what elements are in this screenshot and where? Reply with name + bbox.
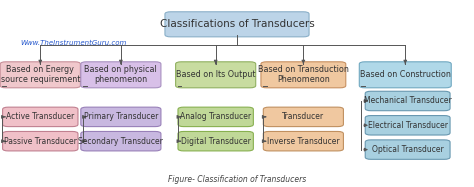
Text: Secondary Transducer: Secondary Transducer <box>78 137 164 146</box>
Text: Www.TheInstrumentGuru.com: Www.TheInstrumentGuru.com <box>20 40 127 46</box>
Text: Primary Transducer: Primary Transducer <box>84 112 158 121</box>
FancyBboxPatch shape <box>264 131 343 151</box>
Text: Based on Its Output: Based on Its Output <box>176 70 255 79</box>
FancyBboxPatch shape <box>261 62 346 88</box>
Text: Active Transducer: Active Transducer <box>6 112 74 121</box>
Text: Inverse Transducer: Inverse Transducer <box>267 137 340 146</box>
Text: Based on Construction: Based on Construction <box>360 70 451 79</box>
Text: Digital Transducer: Digital Transducer <box>181 137 251 146</box>
FancyBboxPatch shape <box>365 140 450 159</box>
Text: Based on Energy
source requirement: Based on Energy source requirement <box>0 65 80 85</box>
Text: Classifications of Transducers: Classifications of Transducers <box>160 19 314 29</box>
FancyBboxPatch shape <box>0 62 80 88</box>
FancyBboxPatch shape <box>178 107 253 127</box>
Text: Passive Transducer: Passive Transducer <box>4 137 77 146</box>
Text: Based on Transduction
Phenomenon: Based on Transduction Phenomenon <box>258 65 349 85</box>
Text: Analog Transducer: Analog Transducer <box>180 112 251 121</box>
Text: Mechanical Transducer: Mechanical Transducer <box>364 96 452 105</box>
FancyBboxPatch shape <box>359 62 451 88</box>
FancyBboxPatch shape <box>81 107 161 127</box>
FancyBboxPatch shape <box>175 62 255 88</box>
FancyBboxPatch shape <box>3 131 78 151</box>
Text: Figure- Classification of Transducers: Figure- Classification of Transducers <box>168 175 306 184</box>
FancyBboxPatch shape <box>365 116 450 135</box>
Text: Based on physical
phenomenon: Based on physical phenomenon <box>84 65 157 85</box>
Text: Optical Transducer: Optical Transducer <box>372 145 444 154</box>
FancyBboxPatch shape <box>365 91 450 111</box>
FancyBboxPatch shape <box>165 12 309 37</box>
Text: Electrical Transducer: Electrical Transducer <box>368 121 447 130</box>
FancyBboxPatch shape <box>264 107 343 127</box>
FancyBboxPatch shape <box>178 131 253 151</box>
FancyBboxPatch shape <box>3 107 78 127</box>
FancyBboxPatch shape <box>81 62 161 88</box>
Text: Transducer: Transducer <box>283 112 324 121</box>
FancyBboxPatch shape <box>81 131 161 151</box>
